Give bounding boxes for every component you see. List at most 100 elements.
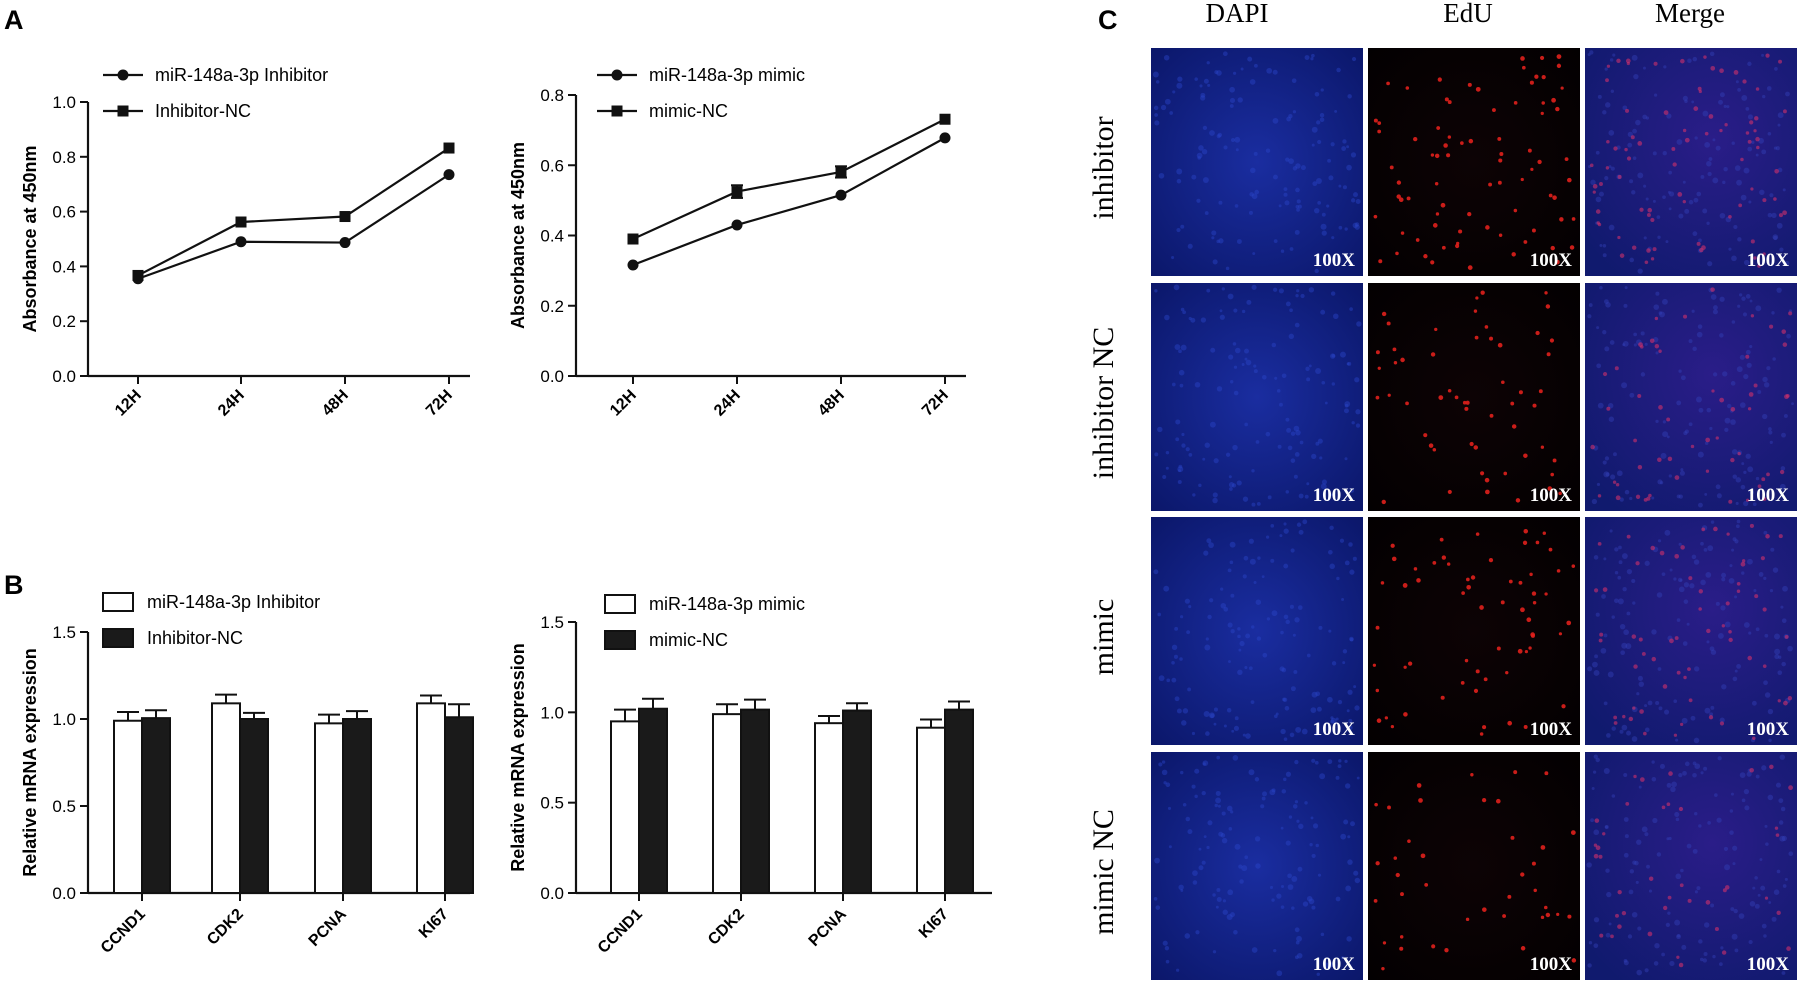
edu-positive-cell — [1550, 245, 1555, 251]
edu-positive-cell — [1628, 716, 1634, 722]
edu-positive-cell — [1400, 231, 1405, 235]
edu-positive-cell — [1375, 688, 1380, 693]
edu-positive-cell — [1526, 617, 1532, 623]
edu-positive-cell — [1699, 247, 1704, 253]
nucleus — [1717, 633, 1724, 639]
nucleus — [1668, 170, 1672, 175]
dapi-image — [1151, 517, 1363, 745]
nucleus — [1731, 933, 1738, 940]
nucleus — [1333, 313, 1339, 320]
nucleus — [1602, 110, 1607, 115]
nucleus — [1201, 860, 1206, 865]
edu-positive-cell — [1522, 65, 1526, 70]
nucleus — [1281, 789, 1287, 794]
nucleus — [1228, 475, 1232, 479]
nucleus — [1351, 57, 1357, 62]
x-tick-label: 72H — [919, 387, 952, 420]
nucleus — [1786, 333, 1791, 339]
nucleus — [1748, 940, 1753, 945]
nucleus — [1308, 898, 1315, 905]
nucleus — [1244, 665, 1248, 670]
nucleus — [1222, 51, 1228, 57]
edu-positive-cell — [1440, 202, 1446, 208]
nucleus — [1214, 70, 1219, 75]
nucleus — [1743, 259, 1750, 266]
edu-positive-cell — [1467, 82, 1472, 87]
edu-positive-cell — [1454, 395, 1459, 400]
nucleus — [1262, 791, 1268, 797]
nucleus — [1590, 179, 1596, 186]
edu-positive-cell — [1523, 528, 1529, 534]
series-line — [137, 147, 450, 277]
edu-positive-cell — [1663, 905, 1668, 911]
nucleus — [1297, 866, 1303, 872]
nucleus — [1613, 452, 1617, 457]
edu-positive-cell — [1446, 562, 1451, 566]
nucleus — [1758, 572, 1764, 577]
nucleus — [1256, 501, 1261, 506]
nucleus — [1608, 165, 1612, 169]
nucleus — [1278, 204, 1282, 208]
nucleus — [1290, 548, 1295, 553]
nucleus — [1781, 661, 1786, 667]
nucleus — [1693, 737, 1700, 744]
edu-positive-cell — [1381, 499, 1386, 505]
nucleus — [1599, 244, 1603, 247]
nucleus — [1712, 954, 1716, 959]
nucleus — [1298, 529, 1304, 535]
edu-positive-cell — [1599, 182, 1603, 186]
edu-positive-cell — [1697, 86, 1702, 91]
edu-image — [1368, 283, 1580, 511]
nucleus — [1346, 164, 1352, 171]
nucleus — [1222, 909, 1228, 915]
nucleus — [1229, 380, 1234, 384]
nucleus — [1273, 948, 1277, 953]
edu-positive-cell — [1769, 324, 1774, 329]
edu-positive-cell — [1690, 444, 1695, 449]
nucleus — [1657, 667, 1662, 671]
nucleus — [1715, 145, 1721, 151]
nucleus — [1633, 332, 1638, 337]
nucleus — [1707, 821, 1711, 825]
edu-positive-cell — [1626, 156, 1632, 161]
nucleus — [1706, 221, 1710, 225]
edu-positive-cell — [1651, 656, 1657, 662]
edu-positive-cell — [1653, 61, 1658, 66]
legend-swatch — [604, 630, 636, 650]
edu-positive-cell — [1778, 534, 1783, 539]
merge-image — [1585, 48, 1797, 276]
nucleus — [1335, 717, 1339, 721]
nucleus — [1674, 919, 1681, 926]
nucleus — [1632, 860, 1637, 865]
nucleus — [1274, 376, 1278, 380]
nucleus — [1706, 160, 1712, 167]
nucleus — [1676, 618, 1681, 622]
edu-positive-cell — [1687, 898, 1692, 903]
nucleus — [1712, 309, 1718, 315]
nucleus — [1196, 152, 1203, 159]
edu-positive-cell — [1737, 451, 1741, 456]
edu-image — [1368, 48, 1580, 276]
edu-positive-cell — [1469, 441, 1474, 447]
nucleus — [1688, 422, 1693, 427]
edu-positive-cell — [1439, 537, 1444, 542]
magnification-label: 100X — [1530, 250, 1573, 271]
nucleus — [1621, 642, 1628, 649]
y-tick-label: 0.0 — [52, 367, 76, 386]
nucleus — [1185, 447, 1190, 452]
nucleus — [1623, 852, 1629, 858]
nucleus — [1242, 574, 1247, 579]
edu-positive-cell — [1762, 664, 1767, 669]
x-tick-label: 48H — [815, 387, 848, 420]
nucleus — [1767, 212, 1773, 218]
nucleus — [1694, 890, 1698, 894]
nucleus — [1633, 73, 1639, 80]
nucleus — [1230, 912, 1235, 918]
nucleus — [1769, 440, 1773, 444]
nucleus — [1635, 119, 1641, 126]
edu-positive-cell — [1719, 721, 1725, 726]
nucleus — [1611, 726, 1616, 731]
nucleus — [1667, 911, 1671, 915]
nucleus — [1245, 359, 1252, 366]
